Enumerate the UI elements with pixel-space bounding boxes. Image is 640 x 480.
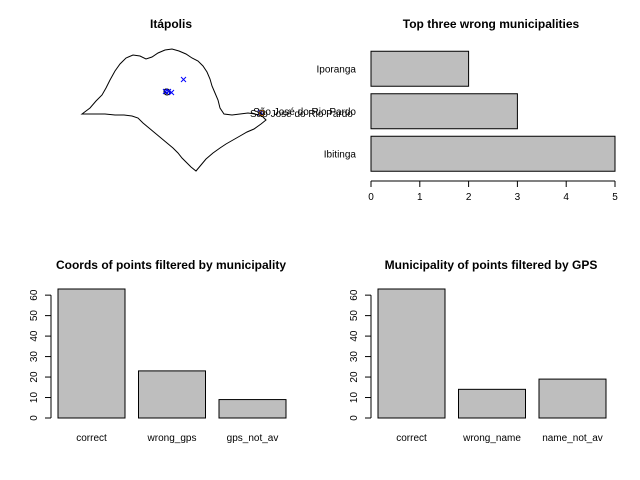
bar-correct — [377, 288, 446, 419]
y-tick-label: 10 — [349, 392, 360, 404]
x-tick-label: 2 — [466, 192, 472, 203]
hbar-são-josé-do-rio-pardo — [370, 93, 518, 130]
bar-correct — [57, 288, 126, 419]
hbar-category-label: Iporanga — [317, 64, 357, 75]
bar-category-label: wrong_name — [462, 433, 521, 444]
hbar-category-label: São José do Rio Pardo — [253, 107, 356, 118]
x-tick-label: 0 — [368, 192, 374, 203]
x-tick-label: 3 — [515, 192, 521, 203]
bar1-panel: Coords of points filtered by municipalit… — [29, 258, 287, 444]
map-title: Itápolis — [150, 17, 192, 31]
y-tick-label: 0 — [29, 415, 40, 421]
hbar-category-label: Ibitinga — [324, 149, 357, 160]
bar2-title: Municipality of points filtered by GPS — [385, 258, 598, 272]
y-tick-label: 20 — [349, 371, 360, 383]
y-tick-label: 20 — [29, 371, 40, 383]
bar1-title: Coords of points filtered by municipalit… — [56, 258, 286, 272]
y-tick-label: 60 — [29, 289, 40, 301]
y-tick-label: 0 — [349, 415, 360, 421]
hbar-panel: Top three wrong municipalities Ibitinga S… — [253, 17, 618, 203]
hbar-title: Top three wrong municipalities — [403, 17, 580, 31]
bar2-panel: Municipality of points filtered by GPS c… — [349, 258, 607, 444]
y-tick-label: 30 — [29, 351, 40, 363]
state-outline — [80, 48, 267, 172]
bar-category-label: wrong_gps — [147, 433, 197, 444]
map-panel: Itápolis São José do Rio Pardo — [80, 17, 353, 172]
x-tick-label: 4 — [563, 192, 569, 203]
bar-wrong-name — [458, 388, 526, 419]
bar-name-not-av — [538, 378, 607, 419]
bar-category-label: name_not_av — [542, 433, 603, 444]
y-tick-label: 50 — [349, 310, 360, 322]
y-tick-label: 30 — [349, 351, 360, 363]
hbar-ibitinga — [370, 135, 616, 172]
y-tick-label: 60 — [349, 289, 360, 301]
bar-category-label: gps_not_av — [227, 433, 279, 444]
other-point-marker — [259, 110, 265, 116]
y-tick-label: 40 — [349, 330, 360, 342]
y-tick-label: 50 — [29, 310, 40, 322]
hbar-iporanga — [370, 50, 470, 87]
wrong-gps-marker — [162, 76, 264, 116]
x-tick-label: 5 — [612, 192, 618, 203]
bar-category-label: correct — [396, 433, 427, 444]
map-annotation: São José do Rio Pardo — [250, 109, 353, 120]
y-tick-label: 40 — [29, 330, 40, 342]
bar-gps-not-av — [218, 399, 287, 419]
bar-category-label: correct — [76, 433, 107, 444]
bar-wrong-gps — [138, 370, 206, 419]
x-tick-label: 1 — [417, 192, 423, 203]
y-tick-label: 10 — [29, 392, 40, 404]
